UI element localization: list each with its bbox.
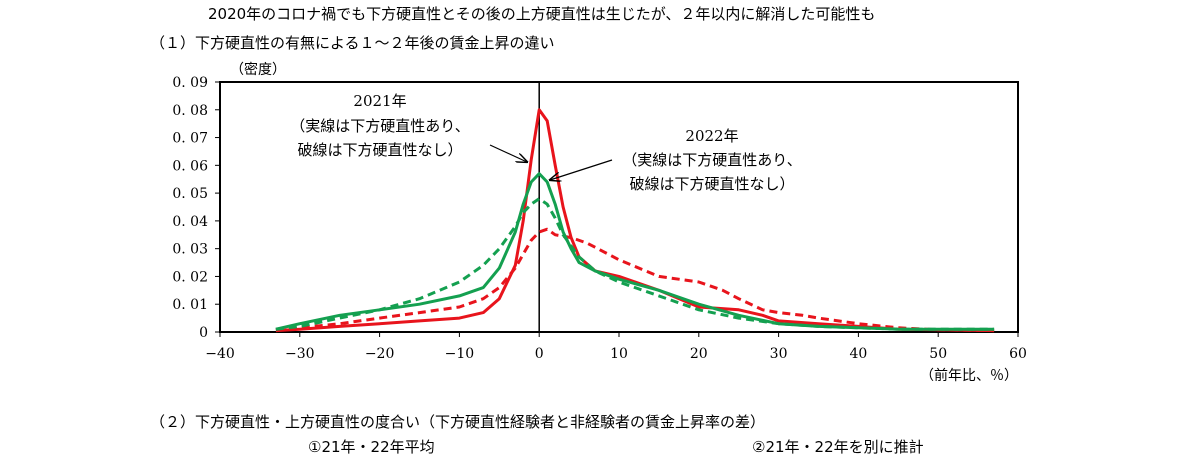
annotation-2-line: 2022年 <box>685 127 738 145</box>
annotation-2-line: （実線は下方硬直性あり、 <box>622 151 801 169</box>
y-tick-label: 0. 09 <box>172 75 208 91</box>
series-layer <box>275 108 995 333</box>
axes-layer: 0 0. 01 0. 02 0. 03 0. 04 0. 05 0. 06 0. 07 0. 0… <box>172 61 1027 384</box>
y-tick-label: 0. 07 <box>172 131 208 147</box>
x-tick-label: 30 <box>770 346 788 362</box>
series-line-2 <box>275 227 995 333</box>
annotation-layer: 2021年（実線は下方硬直性あり、破線は下方硬直性なし）2022年（実線は下方硬… <box>290 92 801 193</box>
series-line-4 <box>275 197 995 331</box>
annotation-2-arrow <box>550 159 613 180</box>
x-tick-label: 60 <box>1009 346 1027 362</box>
x-axis-label: （前年比、％） <box>920 367 1018 384</box>
annotation-1-arrow <box>489 144 527 162</box>
x-tick-label: −10 <box>445 346 475 362</box>
x-tick-label: −40 <box>205 346 235 362</box>
annotation-2-line: 破線は下方硬直性なし） <box>629 175 794 193</box>
annotation-1-line: 2021年 <box>353 92 406 110</box>
y-tick-label: 0. 05 <box>172 186 208 202</box>
y-tick-label: 0. 02 <box>172 269 208 285</box>
headline: 2020年のコロナ禍でも下方硬直性とその後の上方硬直性は生じたが、２年以内に解消… <box>208 5 876 23</box>
series-line-1 <box>275 108 995 333</box>
x-tick-label: 20 <box>690 346 708 362</box>
y-tick-label: 0. 06 <box>172 158 208 174</box>
y-tick-label: 0. 01 <box>172 297 208 313</box>
x-tick-label: 50 <box>929 346 947 362</box>
section2-title: （２）下方硬直性・上方硬直性の度合い（下方硬直性経験者と非経験者の賃金上昇率の差… <box>150 413 766 431</box>
subtitle-left: ①21年・22年平均 <box>308 438 435 456</box>
y-tick-label: 0. 04 <box>172 214 208 230</box>
x-tick-label: 40 <box>849 346 867 362</box>
x-tick-label: 0 <box>535 346 544 362</box>
section1-title: （１）下方硬直性の有無による１～２年後の賃金上昇の違い <box>150 34 555 52</box>
y-tick-label: 0. 03 <box>172 242 208 258</box>
series-line-3 <box>275 172 995 331</box>
subtitle-right: ②21年・22年を別に推計 <box>752 438 924 456</box>
annotation-1-line: 破線は下方硬直性なし） <box>297 141 462 159</box>
y-tick-label: 0 <box>199 325 208 341</box>
annotation-1-line: （実線は下方硬直性あり、 <box>290 117 469 135</box>
x-tick-label: −20 <box>365 346 395 362</box>
x-tick-label: −30 <box>285 346 315 362</box>
density-chart: 0 0. 01 0. 02 0. 03 0. 04 0. 05 0. 06 0. 07 0. 0… <box>172 61 1027 384</box>
y-tick-label: 0. 08 <box>172 103 208 119</box>
y-axis-label: （密度） <box>230 61 286 78</box>
x-tick-label: 10 <box>610 346 628 362</box>
